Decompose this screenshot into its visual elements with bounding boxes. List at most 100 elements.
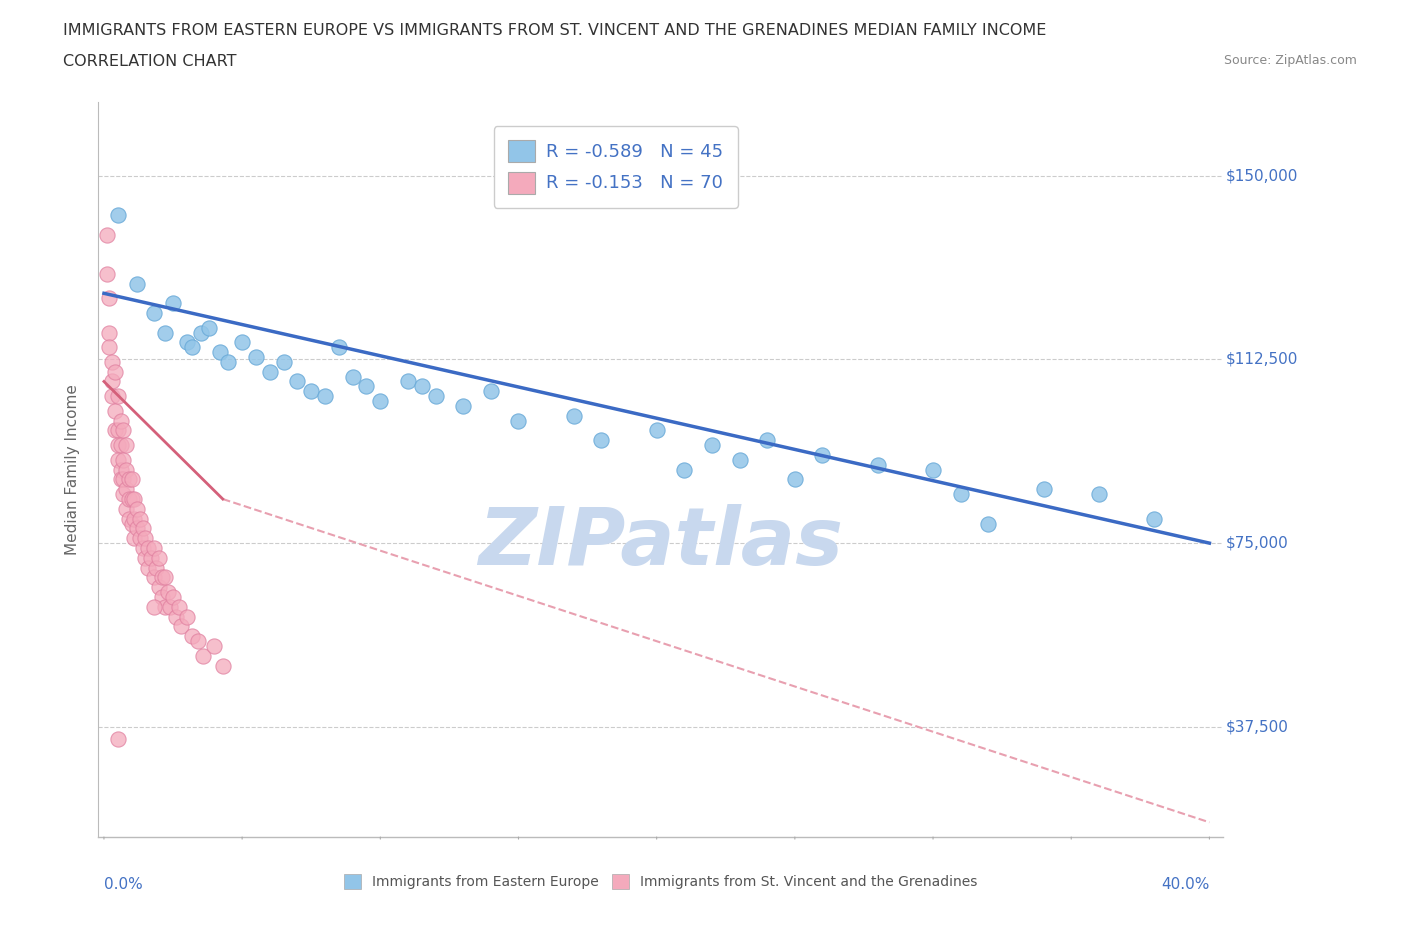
Text: 40.0%: 40.0% <box>1161 877 1209 893</box>
Point <box>162 590 184 604</box>
Point <box>783 472 806 487</box>
Point <box>104 423 127 438</box>
Point <box>208 345 231 360</box>
Point <box>314 389 336 404</box>
Point <box>107 389 129 404</box>
Point <box>112 423 135 438</box>
Point <box>176 609 198 624</box>
Point <box>181 629 204 644</box>
Point <box>866 458 889 472</box>
Point <box>115 501 138 516</box>
Point <box>139 551 162 565</box>
Point <box>107 423 129 438</box>
Point <box>198 320 221 335</box>
Point <box>217 354 239 369</box>
Point <box>142 570 165 585</box>
Point <box>508 413 530 428</box>
Point <box>591 432 613 447</box>
Point <box>110 438 132 453</box>
Point <box>124 531 146 546</box>
Point <box>181 339 204 354</box>
Point <box>156 585 179 600</box>
Point <box>115 462 138 477</box>
Point <box>112 472 135 487</box>
Point <box>101 389 124 404</box>
Point <box>124 512 146 526</box>
Point <box>104 404 127 418</box>
Point <box>356 379 378 393</box>
Point <box>124 492 146 507</box>
Point <box>121 492 143 507</box>
Point <box>110 462 132 477</box>
Point <box>107 207 129 222</box>
Point <box>245 350 267 365</box>
Point <box>153 570 176 585</box>
Point <box>451 399 474 414</box>
Point <box>148 579 170 594</box>
Point <box>131 521 153 536</box>
Text: $150,000: $150,000 <box>1226 168 1298 183</box>
Point <box>148 551 170 565</box>
Point <box>150 570 173 585</box>
Point <box>115 482 138 497</box>
Point <box>176 335 198 350</box>
Point <box>187 633 209 648</box>
Y-axis label: Median Family Income: Median Family Income <box>65 384 80 555</box>
Text: CORRELATION CHART: CORRELATION CHART <box>63 54 236 69</box>
Point <box>153 599 176 614</box>
Point <box>142 599 165 614</box>
Point <box>127 501 149 516</box>
Point <box>121 516 143 531</box>
Point <box>131 540 153 555</box>
Point <box>204 639 226 654</box>
Point <box>142 305 165 320</box>
Text: ZIPatlas: ZIPatlas <box>478 504 844 582</box>
Point <box>977 516 1000 531</box>
Point <box>115 438 138 453</box>
Point <box>425 389 447 404</box>
Point <box>118 492 141 507</box>
Point <box>150 590 173 604</box>
Point <box>211 658 233 673</box>
Point <box>287 374 309 389</box>
Point <box>145 560 167 575</box>
Point <box>96 266 118 281</box>
Text: $112,500: $112,500 <box>1226 352 1298 367</box>
Text: 0.0%: 0.0% <box>104 877 142 893</box>
Point <box>1032 482 1054 497</box>
Point <box>165 609 187 624</box>
Point <box>127 521 149 536</box>
Point <box>259 365 281 379</box>
Point <box>190 326 212 340</box>
Point <box>128 531 150 546</box>
Point <box>110 413 132 428</box>
Point <box>342 369 364 384</box>
Point <box>98 291 121 306</box>
Point <box>167 599 190 614</box>
Legend: Immigrants from Eastern Europe, Immigrants from St. Vincent and the Grenadines: Immigrants from Eastern Europe, Immigran… <box>337 868 984 897</box>
Point <box>101 354 124 369</box>
Text: Source: ZipAtlas.com: Source: ZipAtlas.com <box>1223 54 1357 67</box>
Point <box>193 648 215 663</box>
Point <box>142 540 165 555</box>
Point <box>96 227 118 242</box>
Point <box>273 354 295 369</box>
Point <box>411 379 433 393</box>
Point <box>136 560 159 575</box>
Point <box>101 374 124 389</box>
Point <box>110 472 132 487</box>
Point <box>231 335 253 350</box>
Point <box>98 339 121 354</box>
Text: $75,000: $75,000 <box>1226 536 1288 551</box>
Text: $37,500: $37,500 <box>1226 719 1288 735</box>
Point <box>700 438 723 453</box>
Point <box>645 423 668 438</box>
Point <box>1143 512 1166 526</box>
Point <box>811 447 834 462</box>
Point <box>118 512 141 526</box>
Point <box>112 452 135 467</box>
Point <box>134 531 156 546</box>
Point <box>170 619 193 634</box>
Point <box>134 551 156 565</box>
Point <box>396 374 419 389</box>
